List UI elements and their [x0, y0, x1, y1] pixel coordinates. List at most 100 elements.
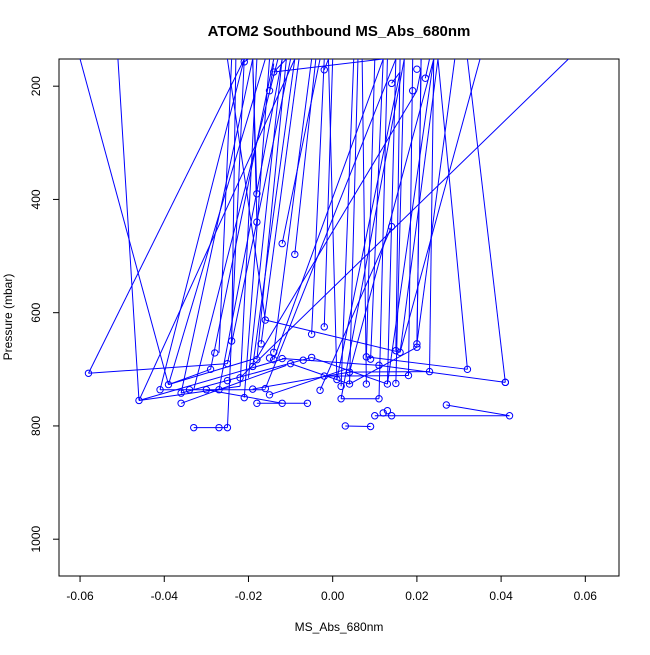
series-line-segment — [349, 59, 359, 385]
series-line-segment — [260, 59, 300, 344]
series-line-segment — [159, 59, 245, 390]
data-point — [375, 395, 383, 403]
data-point — [299, 356, 307, 364]
data-point — [333, 375, 341, 384]
data-point — [320, 323, 328, 331]
x-tick-label: -0.06 — [66, 589, 94, 603]
series-line-segment — [466, 59, 506, 383]
data-point — [425, 367, 434, 376]
data-point — [164, 380, 173, 389]
data-point — [223, 376, 232, 385]
data-point — [270, 68, 278, 76]
series-line-segment — [167, 59, 266, 385]
data-point — [341, 422, 350, 430]
data-point — [253, 218, 261, 226]
data-point — [265, 354, 274, 362]
series-line-segment — [323, 59, 329, 70]
series-line-segment — [340, 59, 405, 399]
data-point — [215, 385, 223, 394]
series-line-segment — [323, 59, 334, 327]
data-point — [413, 65, 421, 73]
data-point — [286, 359, 295, 368]
data-point — [177, 399, 185, 407]
series-line-segment — [88, 363, 228, 374]
series-line-segment — [210, 59, 275, 370]
data-point — [421, 74, 430, 82]
series-line-segment — [264, 59, 397, 389]
series-line-segment — [282, 358, 380, 366]
x-tick-label: 0.02 — [405, 589, 429, 603]
series-line-segment — [252, 59, 296, 367]
data-point — [248, 385, 257, 393]
data-point — [392, 346, 400, 355]
series-line-segment — [243, 59, 271, 398]
series-line-segment — [378, 364, 506, 383]
series-line-segment — [311, 59, 325, 335]
series-line-segment — [446, 404, 510, 417]
series-line-segment — [437, 59, 468, 370]
data-point — [303, 399, 312, 407]
data-point — [413, 343, 421, 351]
data-point — [366, 422, 375, 431]
series-line-segment — [429, 59, 435, 372]
data-point — [211, 349, 219, 357]
data-point — [135, 396, 143, 405]
series-line-segment — [365, 59, 376, 357]
series-line-segment — [416, 59, 456, 344]
data-point — [387, 222, 396, 231]
x-tick-label: -0.02 — [235, 589, 263, 603]
series-line-segment — [180, 364, 287, 404]
data-point — [307, 330, 316, 338]
series-line-segment — [345, 425, 371, 428]
data-point — [270, 355, 278, 364]
series-line-segment — [247, 59, 283, 378]
series-line-segment — [243, 59, 249, 63]
series-line-segment — [349, 59, 435, 373]
series-line-segment — [319, 226, 393, 391]
y-tick-label: 800 — [29, 416, 43, 436]
x-axis-label: MS_Abs_680nm — [295, 620, 384, 634]
data-point — [379, 409, 387, 417]
series-line-segment — [294, 59, 317, 255]
data-point — [84, 369, 93, 377]
data-point — [375, 361, 383, 370]
series-line-segment — [138, 59, 296, 401]
data-point — [185, 385, 194, 394]
series-line-segment — [366, 356, 468, 370]
data-point — [366, 355, 375, 363]
series-line-segment — [193, 59, 279, 390]
data-point — [223, 423, 232, 432]
series-line-segment — [252, 371, 350, 390]
y-axis-label: Pressure (mbar) — [1, 274, 15, 361]
series-line-segment — [231, 59, 237, 342]
series-line-segment — [386, 59, 435, 385]
chart-title: ATOM2 Southbound MS_Abs_680nm — [208, 23, 471, 40]
series-line-segment — [226, 59, 292, 364]
series-line-segment — [395, 59, 405, 384]
data-point — [206, 365, 215, 374]
data-point — [236, 374, 244, 382]
data-point — [248, 362, 257, 371]
data-point — [408, 87, 417, 95]
y-tick-label: 600 — [29, 302, 43, 322]
data-point — [362, 380, 371, 388]
data-point — [240, 59, 248, 66]
data-point — [227, 337, 236, 345]
data-point — [463, 365, 472, 374]
data-point — [345, 380, 354, 388]
y-tick-label: 1000 — [29, 526, 43, 553]
data-point — [404, 371, 413, 380]
series-line-segment — [336, 71, 401, 380]
series-line-segment — [218, 59, 283, 390]
series-line-segment — [281, 59, 321, 244]
series-line-segment — [273, 59, 384, 360]
data-point — [392, 379, 400, 388]
data-point — [265, 87, 274, 95]
data-point — [253, 190, 261, 198]
series-points — [84, 59, 514, 432]
data-point — [156, 385, 164, 394]
data-point — [413, 340, 421, 348]
series-line-segment — [138, 357, 287, 401]
